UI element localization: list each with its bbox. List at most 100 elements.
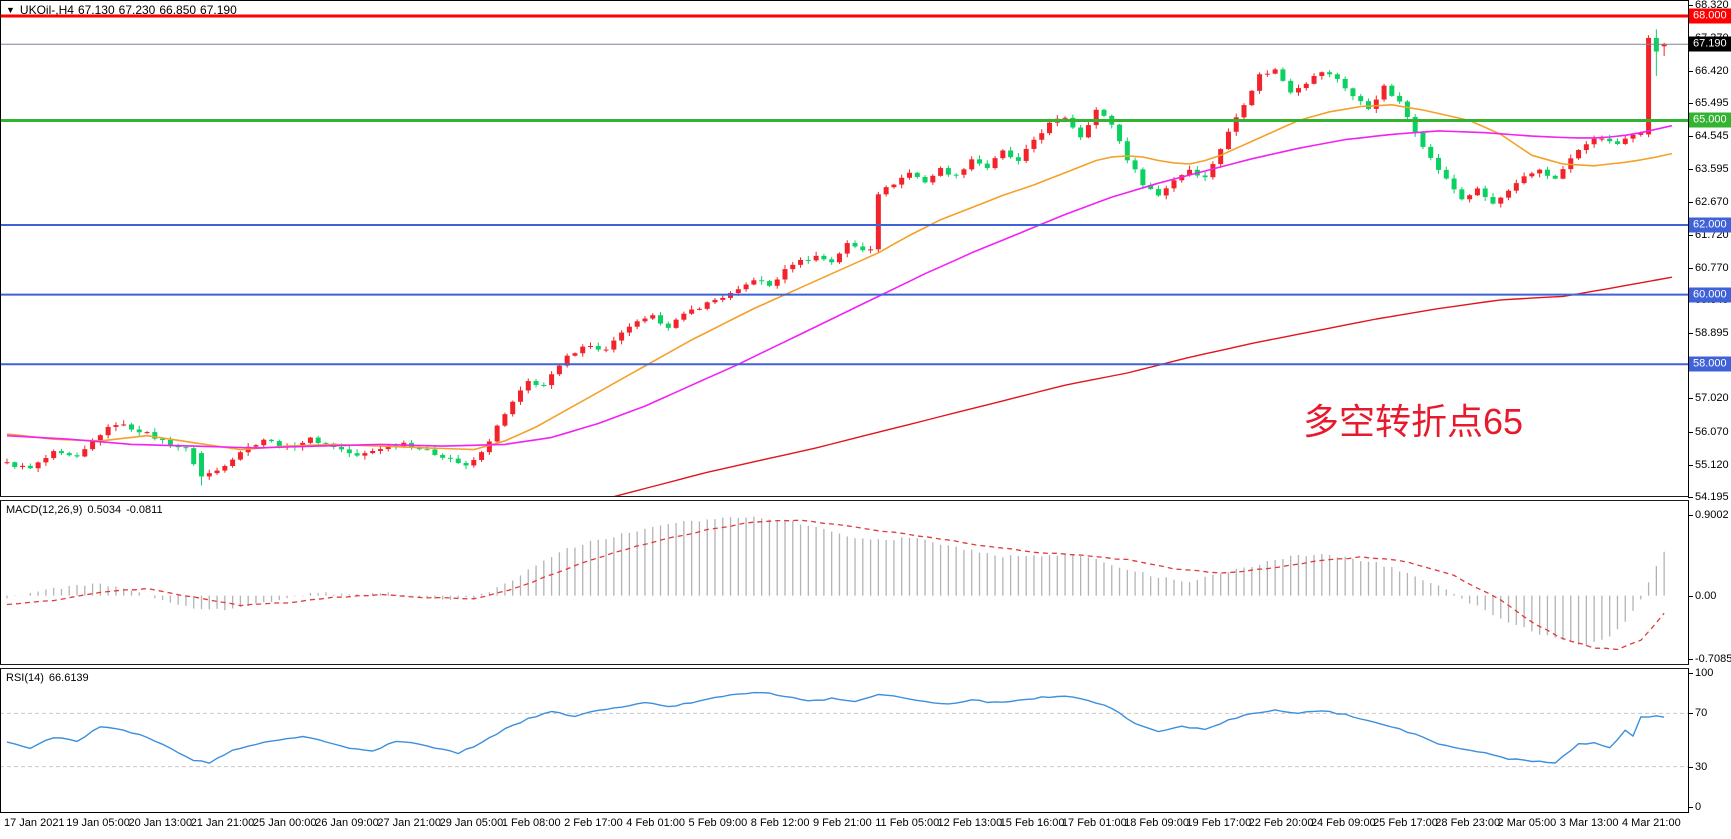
price-axis-border xyxy=(1688,0,1689,813)
time-tick-label: 24 Feb 09:00 xyxy=(1310,817,1376,829)
axis-tick-mark xyxy=(1688,431,1693,433)
axis-tick-mark xyxy=(1688,659,1693,661)
macd-panel-plot[interactable] xyxy=(0,501,1689,665)
time-tick-label: 19 Jan 05:00 xyxy=(66,817,130,829)
axis-tick-mark xyxy=(1688,169,1693,171)
price-level-badge: 62.000 xyxy=(1689,217,1731,233)
horizontal-level-lines[interactable] xyxy=(0,14,1688,366)
axis-tick-mark xyxy=(1688,333,1693,335)
time-tick-label: 1 Feb 08:00 xyxy=(501,817,561,829)
chart-dropdown-icon[interactable]: ▼ xyxy=(6,5,15,15)
axis-tick-label: 54.195 xyxy=(1695,490,1729,503)
rsi-value: 66.6139 xyxy=(48,672,89,684)
top-border xyxy=(0,0,1689,1)
axis-tick-label: 65.495 xyxy=(1695,97,1729,110)
macd-main-value: 0.5034 xyxy=(87,504,122,516)
main-chart-plot[interactable] xyxy=(0,0,1689,498)
axis-tick-label: 55.120 xyxy=(1695,458,1729,471)
axis-tick-mark xyxy=(1688,464,1693,466)
axis-tick-mark xyxy=(1688,267,1693,269)
time-tick-label: 20 Jan 13:00 xyxy=(128,817,193,829)
time-tick-label: 21 Jan 21:00 xyxy=(190,817,255,829)
time-tick-label: 2 Feb 17:00 xyxy=(564,817,623,829)
time-tick-label: 15 Feb 16:00 xyxy=(999,817,1065,829)
axis-tick-label: 68.320 xyxy=(1695,0,1729,11)
time-tick-label: 25 Feb 17:00 xyxy=(1373,817,1438,829)
main-macd-separator[interactable] xyxy=(0,496,1689,501)
rsi-guide-lines xyxy=(0,712,1688,768)
time-tick-label: 25 Jan 00:00 xyxy=(252,817,317,829)
time-tick-label: 28 Feb 23:00 xyxy=(1435,817,1501,829)
time-tick-label: 9 Feb 21:00 xyxy=(813,817,872,829)
axis-tick-label: 30 xyxy=(1695,760,1708,773)
axis-tick-label: 57.020 xyxy=(1695,392,1729,405)
rsi-label: RSI(14) 66.6139 xyxy=(6,672,94,684)
price-level-badge: 68.000 xyxy=(1689,8,1731,24)
axis-tick-label: 100 xyxy=(1695,667,1714,680)
axis-tick-label: 0.00 xyxy=(1695,589,1717,602)
axis-tick-label: 63.595 xyxy=(1695,163,1729,176)
axis-tick-mark xyxy=(1688,496,1693,498)
axis-tick-label: 60.770 xyxy=(1695,261,1729,274)
bottom-border xyxy=(0,812,1689,813)
axis-tick-mark xyxy=(1688,103,1693,105)
chart-text-annotation[interactable]: 多空转折点65 xyxy=(1303,401,1524,442)
axis-tick-mark xyxy=(1688,595,1693,597)
axis-tick-label: 0.9002 xyxy=(1695,508,1729,521)
ma-slow-line xyxy=(613,276,1673,498)
ohlc-low: 66.850 xyxy=(159,3,197,17)
time-tick-label: 8 Feb 12:00 xyxy=(750,817,810,829)
rsi-panel-plot[interactable] xyxy=(0,669,1689,812)
axis-tick-mark xyxy=(1688,398,1693,400)
price-level-badge: 58.000 xyxy=(1689,356,1731,372)
time-tick-label: 18 Feb 09:00 xyxy=(1124,817,1189,829)
axis-tick-mark xyxy=(1688,806,1693,808)
current-price-badge: 67.190 xyxy=(1689,36,1731,52)
symbol-title: UKOil-,H4 xyxy=(19,3,74,17)
axis-tick-mark xyxy=(1688,4,1693,6)
rsi-name: RSI(14) xyxy=(6,672,44,684)
time-tick-label: 22 Feb 20:00 xyxy=(1248,817,1314,829)
axis-tick-label: 62.670 xyxy=(1695,195,1729,208)
axis-tick-mark xyxy=(1688,71,1693,72)
time-tick-label: 5 Feb 09:00 xyxy=(688,817,748,829)
price-level-badge: 65.000 xyxy=(1689,112,1731,128)
macd-histogram xyxy=(6,516,1665,647)
time-tick-label: 4 Feb 01:00 xyxy=(626,817,686,829)
rsi-line xyxy=(6,691,1665,764)
macd-rsi-separator[interactable] xyxy=(0,664,1689,669)
axis-tick-label: 64.545 xyxy=(1695,130,1729,143)
time-tick-label: 4 Mar 21:00 xyxy=(1622,817,1681,829)
time-tick-label: 2 Mar 05:00 xyxy=(1497,817,1557,829)
time-tick-label: 11 Feb 05:00 xyxy=(875,817,940,829)
axis-tick-label: 0 xyxy=(1695,800,1702,813)
macd-label: MACD(12,26,9) 0.5034 -0.0811 xyxy=(6,504,168,516)
chart-header: ▼ UKOil-,H4 67.130 67.230 66.850 67.190 xyxy=(6,3,241,17)
axis-tick-mark xyxy=(1688,673,1693,675)
axis-tick-label: 66.420 xyxy=(1695,65,1729,77)
axis-tick-mark xyxy=(1688,514,1693,516)
time-tick-label: 19 Feb 17:00 xyxy=(1186,817,1252,829)
time-tick-label: 3 Mar 13:00 xyxy=(1559,817,1619,829)
time-tick-label: 17 Feb 01:00 xyxy=(1061,817,1127,829)
time-tick-label: 29 Jan 05:00 xyxy=(439,817,504,829)
macd-signal-value: -0.0811 xyxy=(126,504,163,516)
ohlc-close: 67.190 xyxy=(200,3,237,17)
ma-fast-line xyxy=(6,104,1673,451)
axis-tick-mark xyxy=(1688,234,1693,236)
time-tick-label: 17 Jan 2021 xyxy=(4,817,65,829)
macd-name: MACD(12,26,9) xyxy=(6,504,83,516)
axis-tick-mark xyxy=(1688,766,1693,768)
axis-tick-label: 56.070 xyxy=(1695,425,1729,438)
left-border xyxy=(0,0,1,813)
ma-mid-line xyxy=(6,124,1673,449)
axis-tick-mark xyxy=(1688,136,1693,138)
time-tick-label: 27 Jan 21:00 xyxy=(377,817,441,829)
axis-tick-mark xyxy=(1688,201,1693,203)
axis-tick-label: -0.7085 xyxy=(1695,653,1731,666)
ohlc-open: 67.130 xyxy=(77,3,115,17)
axis-tick-label: 58.895 xyxy=(1695,327,1729,340)
axis-tick-mark xyxy=(1688,713,1693,715)
candlestick-series xyxy=(4,29,1667,486)
